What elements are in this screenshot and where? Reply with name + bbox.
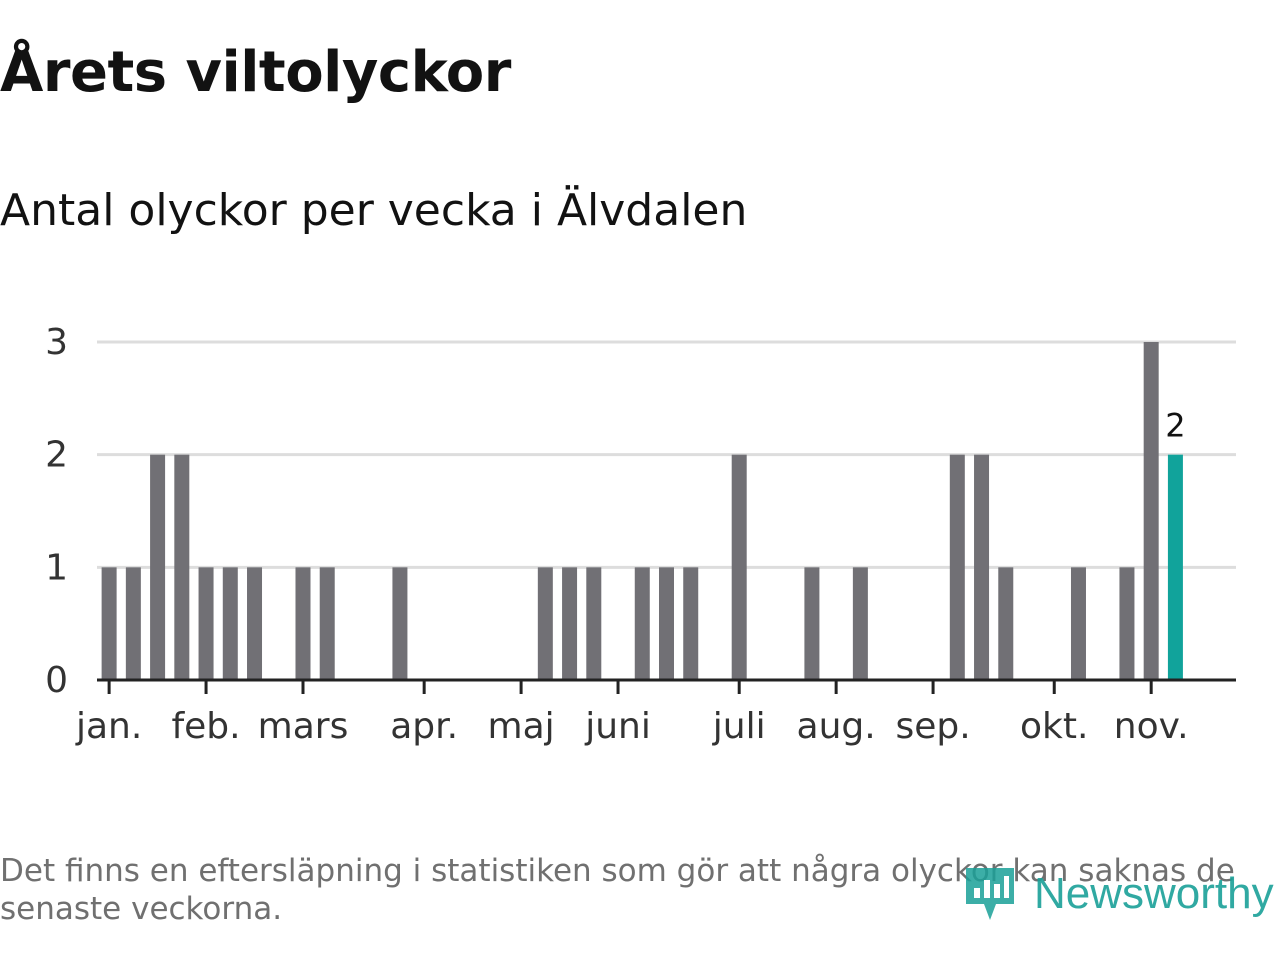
- bar-week-43: [1119, 567, 1135, 680]
- bar-week-24: [659, 567, 674, 680]
- y-tick-label-1: 1: [45, 547, 68, 588]
- bar-week-13: [392, 567, 408, 680]
- bar-week-23: [634, 567, 650, 680]
- x-tick-label: feb.: [171, 706, 240, 747]
- bar-week-45: [1167, 454, 1183, 680]
- bar-week-44: [1143, 342, 1159, 680]
- brand: Newsworthy: [962, 862, 1274, 926]
- x-tick-label: aug.: [797, 706, 876, 747]
- x-axis: [97, 678, 1236, 694]
- x-tick-label: sep.: [895, 706, 970, 747]
- chart-subtitle: Antal olyckor per vecka i Älvdalen: [0, 185, 748, 236]
- y-tick-label-0: 0: [45, 660, 68, 701]
- bar-week-36: [949, 454, 965, 680]
- footnote: Det finns en eftersläpning i statistiken…: [0, 853, 1235, 927]
- x-tick-label: juni: [584, 706, 651, 747]
- brand-name: Newsworthy: [1034, 869, 1274, 918]
- x-tick-label: apr.: [390, 706, 458, 747]
- x-tick-label: juli: [712, 706, 766, 747]
- bar-week-5: [198, 567, 214, 680]
- y-axis-labels: 0 1 2 3: [45, 322, 68, 701]
- bar-week-6: [222, 567, 238, 680]
- bar-week-19: [537, 567, 553, 680]
- bar-week-32: [852, 567, 868, 680]
- x-tick-label: maj: [488, 706, 555, 747]
- x-axis-labels: jan. feb. mars apr. maj juni juli aug. sep. okt. n…: [75, 706, 1189, 747]
- x-tick-label: jan.: [75, 706, 142, 747]
- bar-week-10: [319, 567, 335, 680]
- bar-week-38: [998, 567, 1014, 680]
- bar-week-1: [101, 567, 117, 680]
- bar-week-41: [1070, 567, 1086, 680]
- x-tick-label: okt.: [1020, 706, 1088, 747]
- x-tick-label: mars: [258, 706, 349, 747]
- bar-week-4: [174, 454, 190, 680]
- annotations: 2: [1165, 407, 1185, 445]
- y-tick-label-3: 3: [45, 322, 68, 363]
- bar-week-27: [731, 454, 747, 680]
- bar-week-20: [562, 567, 578, 680]
- chart-title: Årets viltolyckor: [0, 40, 511, 105]
- bar-week-3: [150, 454, 166, 680]
- bar-week-21: [586, 567, 602, 680]
- gridlines: [97, 340, 1236, 569]
- bar-week-25: [683, 567, 699, 680]
- bar-week-9: [295, 567, 311, 680]
- bar-chart: 0 1 2 3 jan. feb. mars apr. maj juni juli aug. sep.…: [45, 322, 1236, 747]
- y-tick-label-2: 2: [45, 435, 68, 476]
- bars: [101, 342, 1183, 680]
- bar-week-30: [804, 567, 820, 680]
- bar-week-37: [974, 454, 990, 680]
- bar-week-2: [125, 567, 141, 680]
- x-tick-label: nov.: [1114, 706, 1189, 747]
- bar-week-7: [247, 567, 263, 680]
- newsworthy-logo-icon: [966, 868, 1014, 920]
- highlight-data-label: 2: [1165, 407, 1185, 445]
